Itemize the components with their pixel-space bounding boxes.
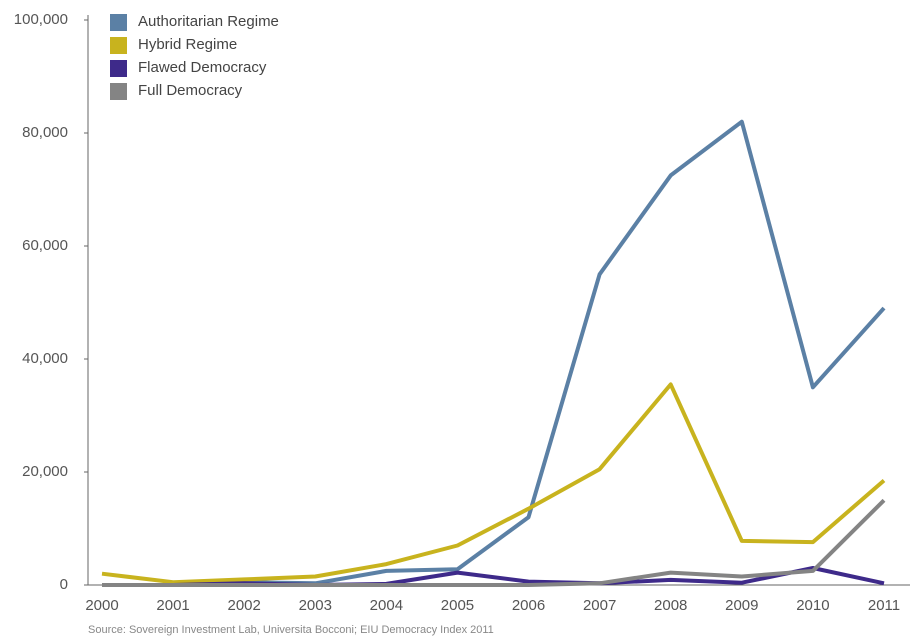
legend-swatch <box>110 37 127 54</box>
y-tick-label: 80,000 <box>22 124 68 141</box>
legend-label: Authoritarian Regime <box>138 13 279 30</box>
legend-label: Hybrid Regime <box>138 36 237 53</box>
y-tick-label: 100,000 <box>14 11 68 28</box>
y-tick-label: 0 <box>60 576 68 593</box>
legend-swatch <box>110 60 127 77</box>
y-tick-label: 60,000 <box>22 237 68 254</box>
y-tick-label: 20,000 <box>22 463 68 480</box>
legend-swatch <box>110 14 127 31</box>
x-tick-label: 2000 <box>85 597 118 614</box>
x-tick-label: 2003 <box>299 597 332 614</box>
x-tick-label: 2006 <box>512 597 545 614</box>
legend-swatch <box>110 83 127 100</box>
x-tick-label: 2011 <box>868 597 900 614</box>
x-tick-label: 2009 <box>725 597 758 614</box>
x-tick-label: 2007 <box>583 597 616 614</box>
series-line <box>101 382 886 585</box>
x-tick-label: 2005 <box>441 597 474 614</box>
x-tick-label: 2004 <box>370 597 403 614</box>
x-tick-label: 2002 <box>227 597 260 614</box>
legend-label: Full Democracy <box>138 82 243 99</box>
legend: Authoritarian Regime Hybrid Regime Flawed … <box>110 13 279 100</box>
series-line <box>102 119 886 587</box>
y-tick-label: 40,000 <box>22 350 68 367</box>
series-line <box>102 498 886 587</box>
x-tick-label: 2001 <box>156 597 189 614</box>
x-tick-label: 2010 <box>796 597 829 614</box>
source: Source: Sovereign Investment Lab, Univer… <box>88 624 494 636</box>
legend-label: Flawed Democracy <box>138 59 267 76</box>
x-tick-label: 2008 <box>654 597 687 614</box>
